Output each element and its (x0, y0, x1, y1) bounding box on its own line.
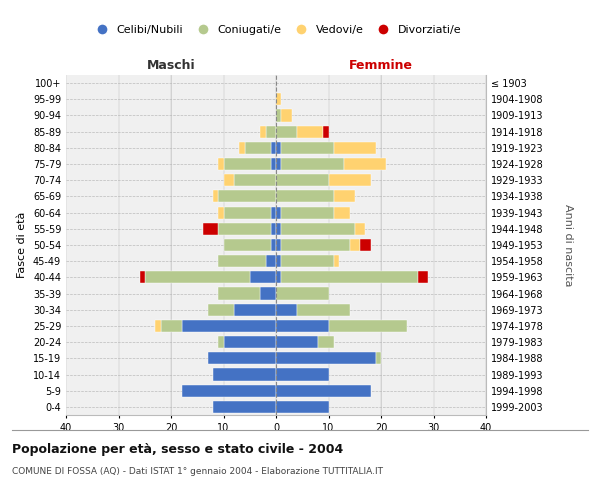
Bar (276, 190, 334, 202)
Bar (276, 255, 281, 268)
Bar (334, 190, 355, 202)
Bar (276, 222, 281, 235)
Bar (281, 239, 349, 251)
Bar (260, 288, 276, 300)
Bar (355, 222, 365, 235)
Bar (318, 336, 334, 348)
Bar (265, 126, 276, 138)
Bar (276, 142, 281, 154)
Bar (213, 368, 276, 380)
Bar (276, 174, 329, 186)
Bar (161, 320, 182, 332)
Bar (276, 126, 297, 138)
Bar (271, 222, 276, 235)
Bar (276, 239, 281, 251)
Bar (208, 304, 234, 316)
Bar (329, 174, 371, 186)
Bar (281, 110, 292, 122)
Bar (234, 174, 276, 186)
Bar (281, 255, 334, 268)
Bar (218, 206, 223, 218)
Bar (349, 239, 360, 251)
Bar (139, 272, 145, 283)
Bar (218, 288, 260, 300)
Bar (276, 158, 281, 170)
Bar (213, 401, 276, 413)
Bar (281, 142, 334, 154)
Bar (155, 320, 161, 332)
Bar (208, 352, 276, 364)
Bar (260, 126, 265, 138)
Text: Maschi: Maschi (146, 59, 196, 72)
Legend: Celibi/Nubili, Coniugati/e, Vedovi/e, Divorziati/e: Celibi/Nubili, Coniugati/e, Vedovi/e, Di… (86, 20, 466, 40)
Bar (281, 158, 344, 170)
Bar (323, 126, 329, 138)
Bar (271, 158, 276, 170)
Bar (223, 336, 276, 348)
Bar (276, 272, 281, 283)
Bar (223, 158, 271, 170)
Bar (234, 304, 276, 316)
Bar (360, 239, 371, 251)
Bar (245, 142, 271, 154)
Bar (218, 158, 223, 170)
Bar (276, 352, 376, 364)
Bar (281, 222, 355, 235)
Bar (276, 336, 318, 348)
Bar (276, 401, 329, 413)
Bar (203, 222, 218, 235)
Text: COMUNE DI FOSSA (AQ) - Dati ISTAT 1° gennaio 2004 - Elaborazione TUTTITALIA.IT: COMUNE DI FOSSA (AQ) - Dati ISTAT 1° gen… (12, 468, 383, 476)
Bar (334, 142, 376, 154)
Bar (276, 288, 329, 300)
Bar (376, 352, 381, 364)
Bar (182, 320, 276, 332)
Y-axis label: Fasce di età: Fasce di età (17, 212, 27, 278)
Bar (182, 384, 276, 397)
Bar (334, 206, 349, 218)
Bar (213, 190, 218, 202)
Bar (223, 206, 271, 218)
Bar (271, 142, 276, 154)
Bar (271, 239, 276, 251)
Bar (276, 384, 371, 397)
Text: Femmine: Femmine (349, 59, 413, 72)
Bar (334, 255, 339, 268)
Bar (276, 368, 329, 380)
Bar (250, 272, 276, 283)
Bar (218, 190, 276, 202)
Bar (276, 93, 281, 106)
Y-axis label: Anni di nascita: Anni di nascita (563, 204, 573, 286)
Bar (276, 206, 281, 218)
Bar (281, 272, 418, 283)
Bar (276, 304, 297, 316)
Bar (297, 304, 349, 316)
Bar (271, 206, 276, 218)
Bar (329, 320, 407, 332)
Bar (145, 272, 250, 283)
Bar (418, 272, 428, 283)
Bar (281, 206, 334, 218)
Bar (223, 174, 234, 186)
Bar (265, 255, 276, 268)
Bar (297, 126, 323, 138)
Bar (218, 336, 223, 348)
Bar (223, 239, 271, 251)
Bar (218, 222, 271, 235)
Bar (218, 255, 265, 268)
Bar (276, 320, 329, 332)
Bar (239, 142, 245, 154)
Bar (344, 158, 386, 170)
Text: Popolazione per età, sesso e stato civile - 2004: Popolazione per età, sesso e stato civil… (12, 442, 343, 456)
Bar (276, 110, 281, 122)
